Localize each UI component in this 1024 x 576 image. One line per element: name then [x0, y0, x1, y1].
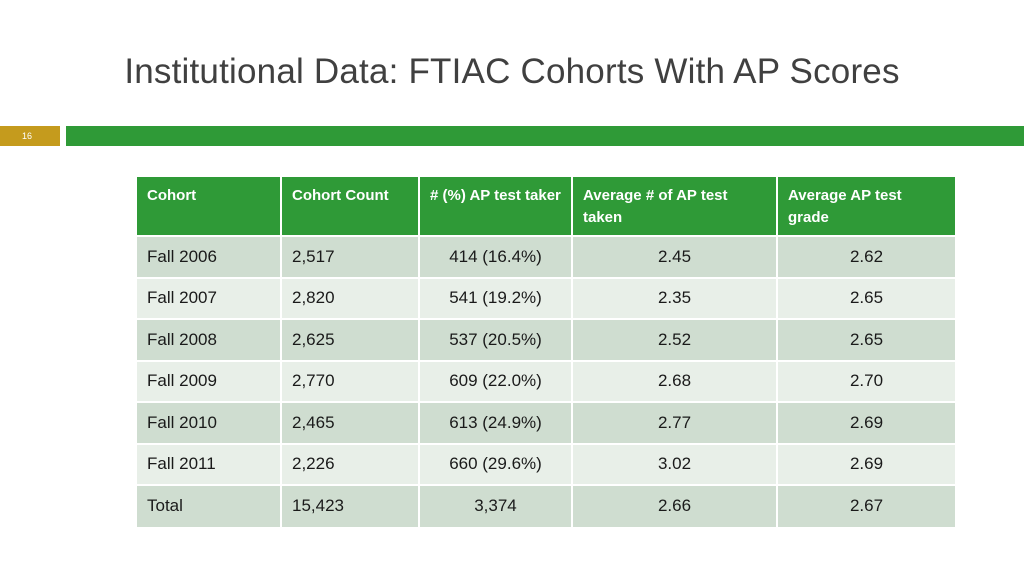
table-header-row: Cohort Cohort Count # (%) AP test taker …: [137, 177, 955, 236]
cell-avg-tests: 2.66: [572, 484, 778, 527]
table-row: Fall 2006 2,517 414 (16.4%) 2.45 2.62: [137, 235, 955, 278]
cell-avg-grade: 2.69: [777, 442, 955, 485]
cell-cohort-count: 2,226: [281, 442, 420, 485]
table-row: Fall 2011 2,226 660 (29.6%) 3.02 2.69: [137, 442, 955, 485]
cell-cohort-count: 2,465: [281, 401, 420, 444]
table-row: Fall 2008 2,625 537 (20.5%) 2.52 2.65: [137, 318, 955, 361]
cell-cohort: Fall 2008: [137, 318, 282, 361]
cell-ap-test-taker: 541 (19.2%): [419, 276, 573, 319]
cell-avg-tests: 2.68: [572, 359, 778, 402]
table-row: Fall 2010 2,465 613 (24.9%) 2.77 2.69: [137, 401, 955, 444]
cell-cohort: Fall 2006: [137, 235, 282, 278]
cell-avg-tests: 2.35: [572, 276, 778, 319]
cell-ap-test-taker: 3,374: [419, 484, 573, 527]
cell-ap-test-taker: 609 (22.0%): [419, 359, 573, 402]
cell-avg-grade: 2.69: [777, 401, 955, 444]
cell-cohort-count: 2,770: [281, 359, 420, 402]
cell-cohort: Fall 2007: [137, 276, 282, 319]
cell-avg-grade: 2.62: [777, 235, 955, 278]
header-ap-test-taker: # (%) AP test taker: [419, 177, 573, 236]
cell-ap-test-taker: 660 (29.6%): [419, 442, 573, 485]
cell-ap-test-taker: 414 (16.4%): [419, 235, 573, 278]
cell-ap-test-taker: 613 (24.9%): [419, 401, 573, 444]
cell-ap-test-taker: 537 (20.5%): [419, 318, 573, 361]
table-row-total: Total 15,423 3,374 2.66 2.67: [137, 484, 955, 527]
header-avg-ap-grade: Average AP test grade: [777, 177, 955, 236]
slide-title: Institutional Data: FTIAC Cohorts With A…: [124, 52, 900, 91]
cell-avg-grade: 2.65: [777, 276, 955, 319]
cell-cohort-count: 2,517: [281, 235, 420, 278]
cell-avg-tests: 3.02: [572, 442, 778, 485]
slide-number-badge: 16: [0, 126, 60, 146]
cell-avg-grade: 2.70: [777, 359, 955, 402]
cell-cohort-count: 15,423: [281, 484, 420, 527]
cell-cohort-count: 2,625: [281, 318, 420, 361]
table-row: Fall 2007 2,820 541 (19.2%) 2.35 2.65: [137, 276, 955, 319]
cell-cohort: Fall 2010: [137, 401, 282, 444]
cell-cohort-count: 2,820: [281, 276, 420, 319]
cell-avg-tests: 2.77: [572, 401, 778, 444]
header-cohort-count: Cohort Count: [281, 177, 420, 236]
cell-cohort: Fall 2009: [137, 359, 282, 402]
title-divider-bar: [66, 126, 1024, 146]
cell-avg-grade: 2.65: [777, 318, 955, 361]
cohort-data-table: Cohort Cohort Count # (%) AP test taker …: [137, 177, 955, 527]
cell-avg-tests: 2.52: [572, 318, 778, 361]
cell-avg-tests: 2.45: [572, 235, 778, 278]
cell-cohort: Total: [137, 484, 282, 527]
table-row: Fall 2009 2,770 609 (22.0%) 2.68 2.70: [137, 359, 955, 402]
cell-cohort: Fall 2011: [137, 442, 282, 485]
cell-avg-grade: 2.67: [777, 484, 955, 527]
header-avg-ap-tests-taken: Average # of AP test taken: [572, 177, 778, 236]
header-cohort: Cohort: [137, 177, 282, 236]
